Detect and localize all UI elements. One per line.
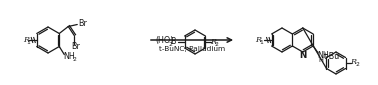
Text: H: H bbox=[319, 57, 324, 63]
Text: 2: 2 bbox=[215, 41, 219, 46]
Text: Br: Br bbox=[78, 19, 87, 28]
Text: R: R bbox=[211, 37, 216, 45]
Text: 1: 1 bbox=[26, 40, 30, 45]
Text: R: R bbox=[23, 36, 29, 44]
Text: 2: 2 bbox=[355, 62, 359, 67]
Text: Br: Br bbox=[71, 42, 80, 51]
Text: t-Bu: t-Bu bbox=[324, 52, 340, 61]
Text: t-BuNC, Palladium: t-BuNC, Palladium bbox=[159, 46, 225, 52]
Text: R: R bbox=[256, 36, 262, 44]
Text: NH: NH bbox=[64, 52, 75, 61]
Text: B: B bbox=[170, 37, 176, 46]
Text: 2: 2 bbox=[73, 57, 77, 62]
Text: R: R bbox=[350, 58, 356, 66]
Text: (HO): (HO) bbox=[155, 36, 174, 45]
Text: 2: 2 bbox=[168, 41, 172, 46]
Text: N: N bbox=[299, 52, 307, 61]
Text: NH: NH bbox=[317, 50, 329, 59]
Text: 1: 1 bbox=[260, 40, 263, 45]
